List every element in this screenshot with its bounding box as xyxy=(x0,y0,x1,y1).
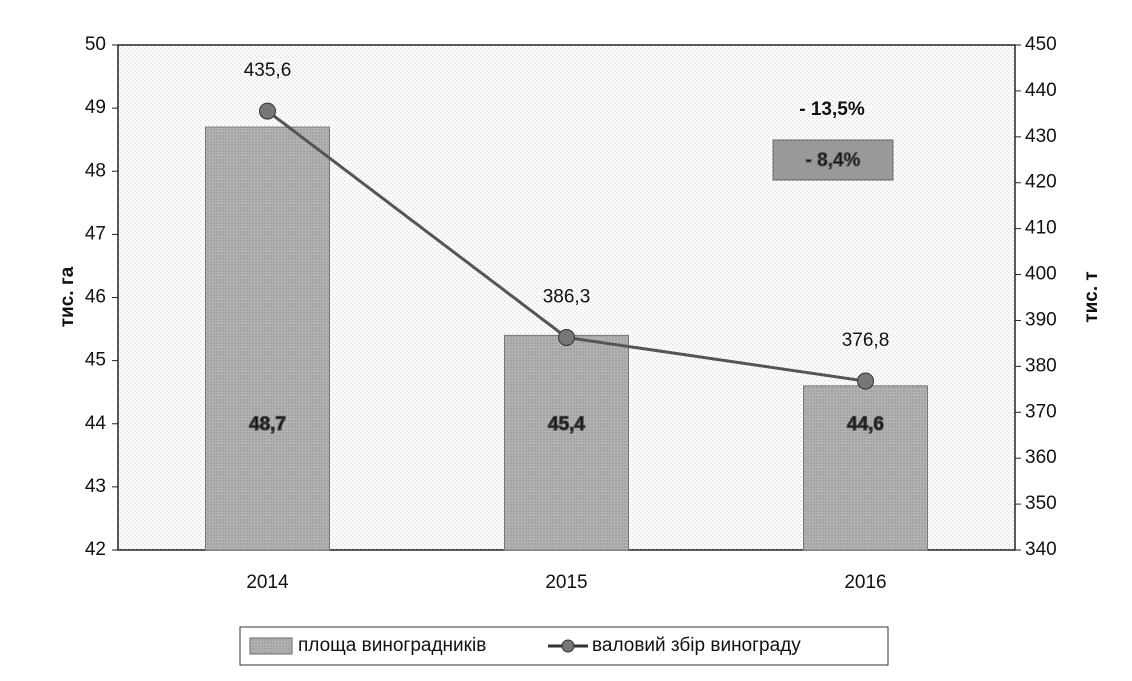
x-tick-label: 2015 xyxy=(545,572,587,593)
y2-tick-label: 370 xyxy=(1025,401,1057,422)
line-marker xyxy=(259,102,276,120)
bar-value-label: 45,4 xyxy=(548,414,585,435)
y-tick-label: 45 xyxy=(85,350,106,371)
y2-axis-title: тис. т xyxy=(1081,271,1102,322)
y-tick-label: 44 xyxy=(85,413,107,434)
y-tick-label: 50 xyxy=(85,34,106,55)
line-value-label: 376,8 xyxy=(842,330,890,351)
y2-tick-label: 350 xyxy=(1025,493,1057,514)
annotation: - 13,5% xyxy=(799,99,865,120)
bar xyxy=(803,385,928,551)
y2-tick-label: 410 xyxy=(1025,218,1057,239)
x-tick-label: 2016 xyxy=(844,572,886,593)
y2-tick-label: 400 xyxy=(1025,264,1057,285)
y2-tick-label: 360 xyxy=(1025,447,1057,468)
y2-tick-label: 440 xyxy=(1025,80,1057,101)
y-tick-label: 46 xyxy=(85,287,106,308)
bar-value-label: 48,7 xyxy=(249,414,286,435)
bar xyxy=(205,126,330,551)
y-tick-label: 42 xyxy=(85,539,106,560)
y2-tick-label: 390 xyxy=(1025,309,1057,330)
legend-swatch xyxy=(561,639,575,653)
y-tick-label: 49 xyxy=(85,97,106,118)
y-tick-label: 43 xyxy=(85,476,106,497)
y-axis-title: тис. га xyxy=(57,266,78,327)
line-marker xyxy=(558,328,575,346)
y2-tick-label: 430 xyxy=(1025,126,1057,147)
x-tick-label: 2014 xyxy=(246,572,289,593)
y2-tick-label: 420 xyxy=(1025,172,1057,193)
bar xyxy=(504,334,629,551)
line-marker xyxy=(857,372,874,390)
y-tick-label: 48 xyxy=(85,160,106,181)
legend-label: валовий збір винограду xyxy=(592,635,801,656)
y2-tick-label: 450 xyxy=(1025,34,1057,55)
legend-label: площа виноградників xyxy=(298,635,486,656)
line-value-label: 435,6 xyxy=(244,60,292,81)
y-tick-label: 47 xyxy=(85,223,106,244)
annotation-box xyxy=(772,139,894,181)
line-value-label: 386,3 xyxy=(543,286,591,307)
legend-swatch xyxy=(249,637,293,655)
y2-tick-label: 340 xyxy=(1025,539,1057,560)
y2-tick-label: 380 xyxy=(1025,355,1057,376)
bar-value-label: 44,6 xyxy=(847,414,884,435)
annotation: - 8,4% xyxy=(806,150,861,171)
